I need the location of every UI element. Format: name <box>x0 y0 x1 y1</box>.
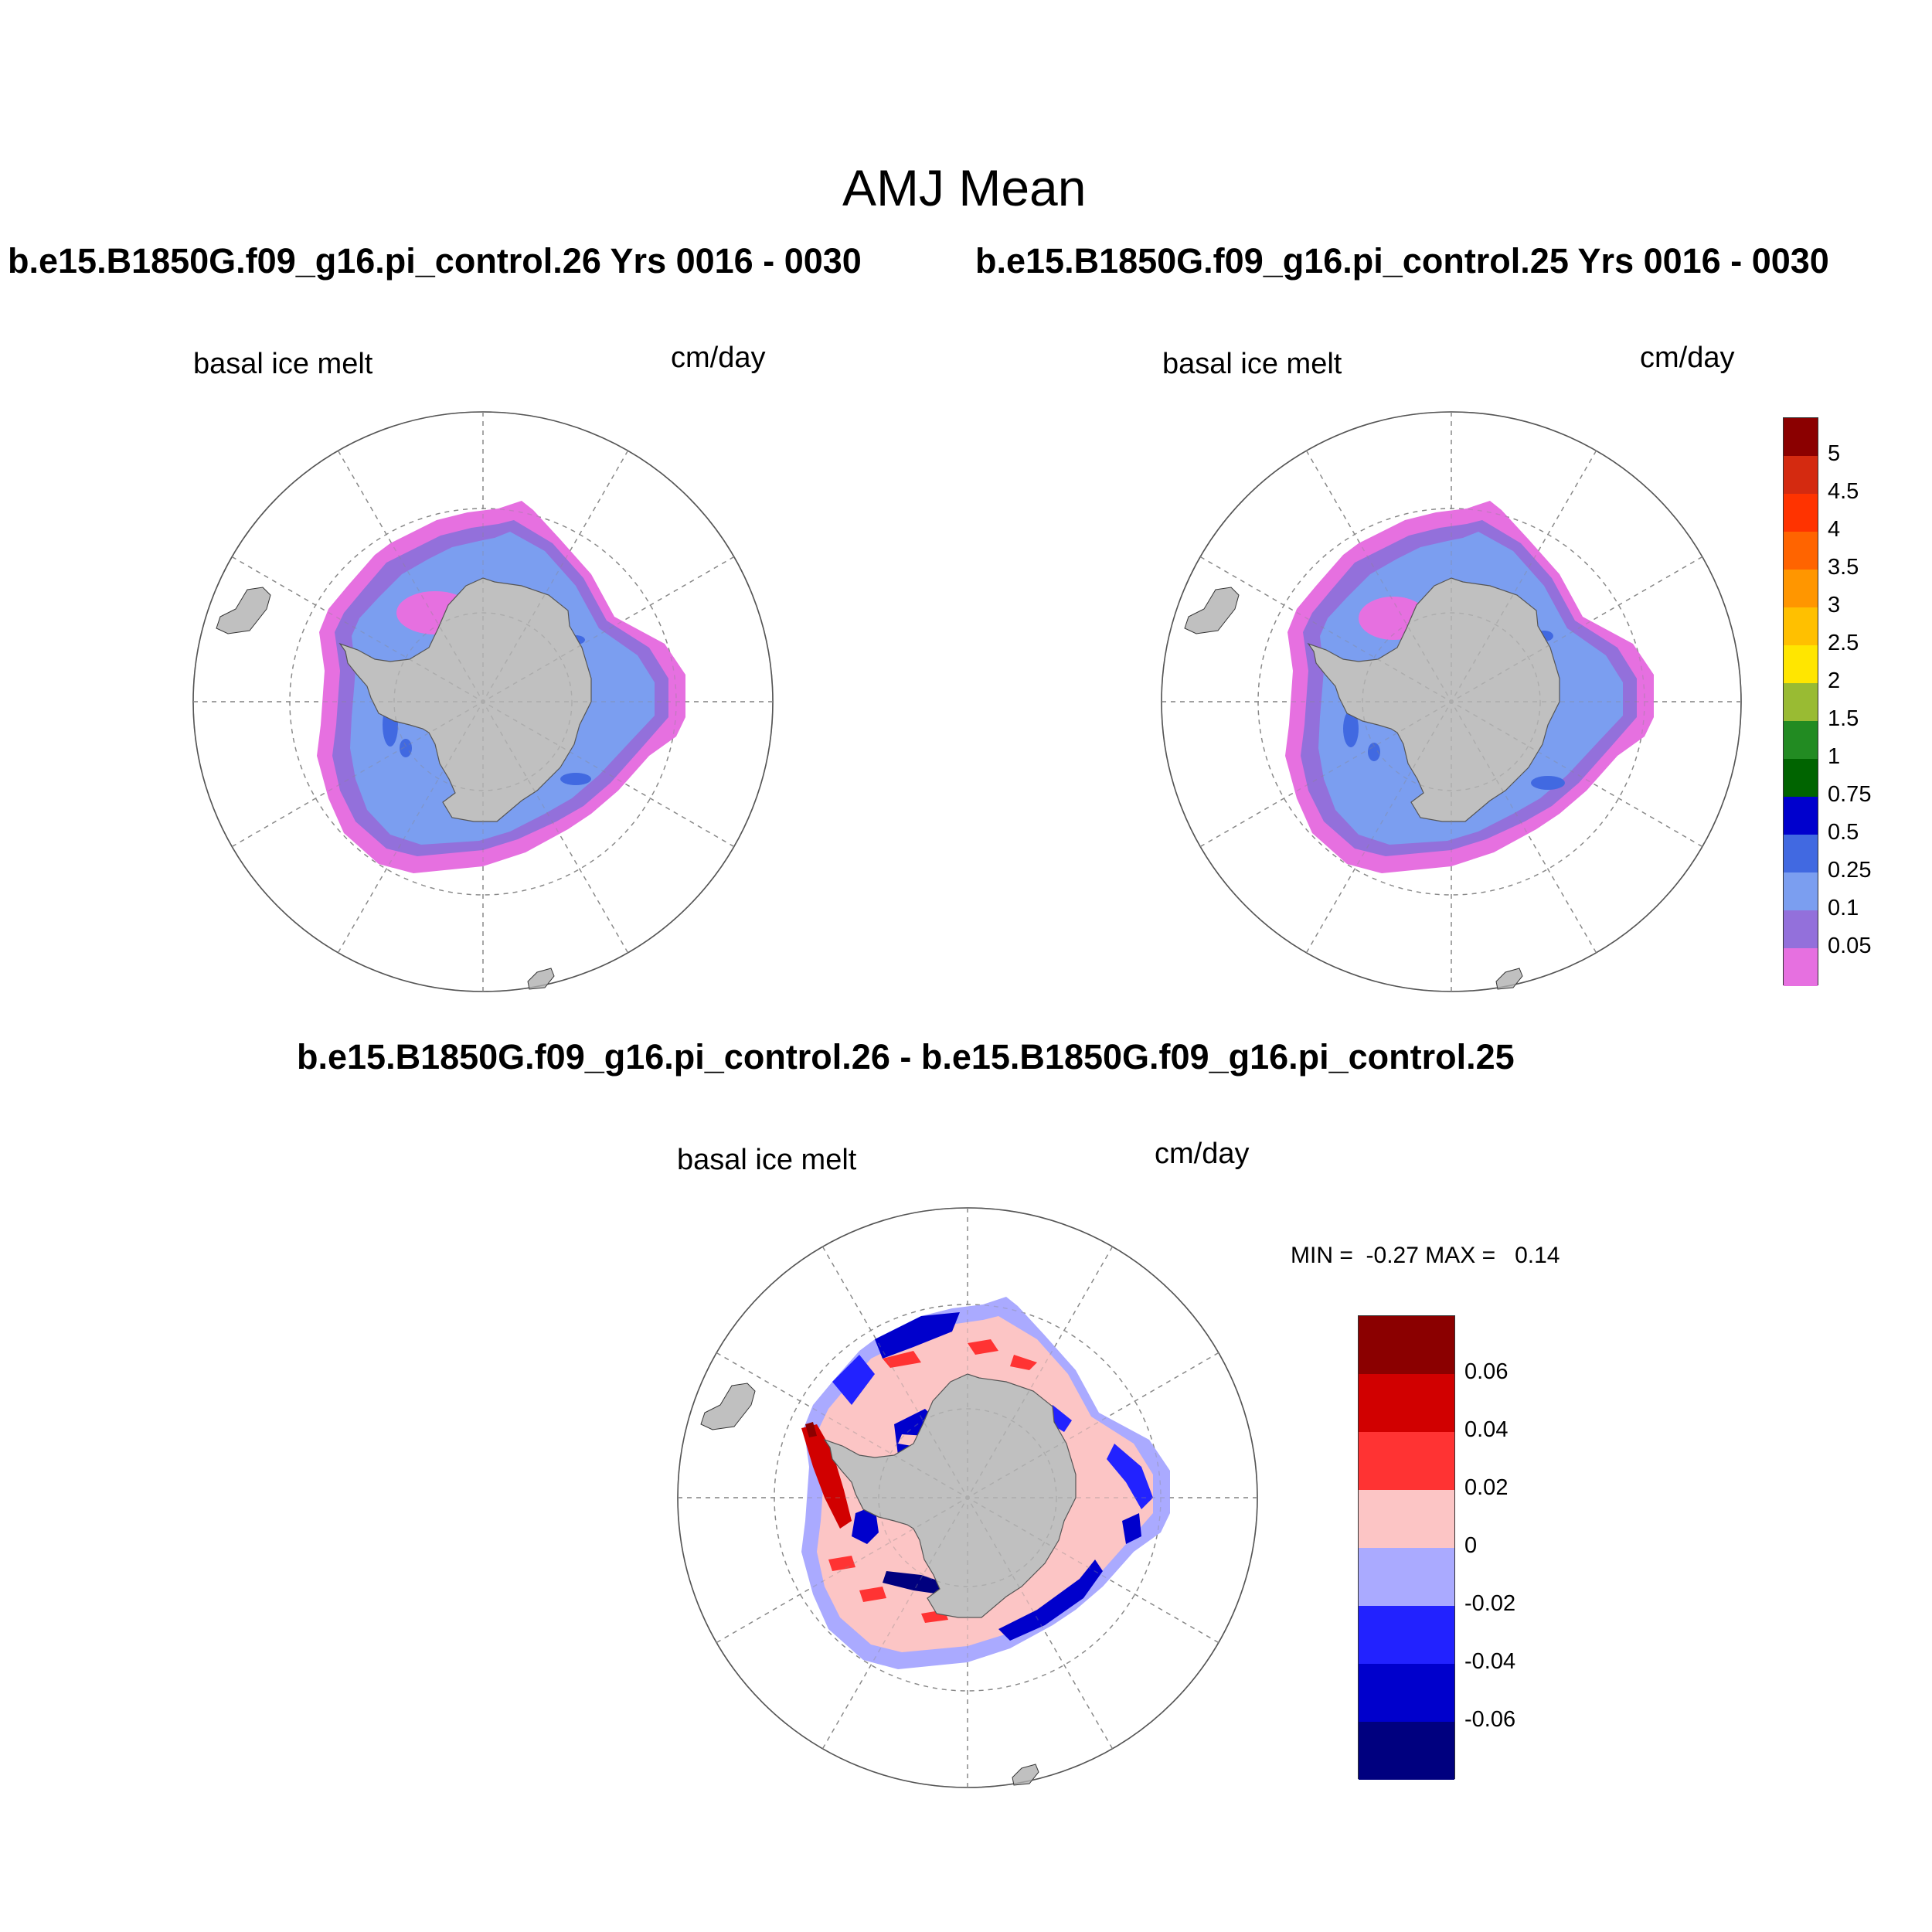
colorbar-mean-cell <box>1784 683 1818 721</box>
colorbar-mean-cell <box>1784 759 1818 797</box>
colorbar-mean-cell <box>1784 645 1818 683</box>
panel-diff-units-label: cm/day <box>1155 1138 1250 1170</box>
colorbar-diff-cell <box>1359 1664 1454 1722</box>
colorbar-mean-cell <box>1784 835 1818 872</box>
colorbar-mean-cell <box>1784 797 1818 835</box>
colorbar-mean-cell <box>1784 872 1818 910</box>
diff-positive-strong <box>801 1424 852 1529</box>
colorbar-mean-tick-label: 0.75 <box>1828 782 1872 807</box>
south-america-land <box>700 1383 756 1430</box>
colorbar-mean: 5 4.5 4 3.5 3 2.5 2 1.5 1 0.75 0.5 0.25 0.1 0.05 <box>1783 417 1871 986</box>
colorbar-mean-tick-label: 3.5 <box>1828 555 1859 580</box>
colorbar-mean-tick-label: 0.25 <box>1828 858 1872 883</box>
colorbar-diff-tick-label: -0.04 <box>1464 1649 1516 1674</box>
colorbar-mean-tick-label: 3 <box>1828 593 1841 617</box>
colorbar-mean-cell <box>1784 570 1818 607</box>
colorbar-mean-tick-label: 0.05 <box>1828 934 1872 958</box>
colorbar-mean-tick-label: 1 <box>1828 744 1841 769</box>
colorbar-mean-cell <box>1784 418 1818 456</box>
colorbar-diff-cell <box>1359 1606 1454 1664</box>
colorbar-mean-tick-label: 2.5 <box>1828 631 1859 655</box>
colorbar-mean-cell <box>1784 532 1818 570</box>
diff-negative-patch <box>875 1312 960 1359</box>
colorbar-mean-cell <box>1784 456 1818 494</box>
panel-left-variable-label: basal ice melt <box>193 348 373 380</box>
diff-negative-strong <box>883 1571 944 1594</box>
colorbar-diff-tick-label: -0.06 <box>1464 1707 1516 1732</box>
colorbar-mean-tick-label: 0.5 <box>1828 820 1859 845</box>
colorbar-mean-cell <box>1784 607 1818 645</box>
colorbar-mean-tick-label: 1.5 <box>1828 706 1859 731</box>
colorbar-mean-cell <box>1784 721 1818 759</box>
colorbar-mean-tick-label: 4 <box>1828 517 1841 542</box>
panel-right-units-label: cm/day <box>1640 342 1735 374</box>
colorbar-mean-tick-label: 2 <box>1828 668 1841 693</box>
map-panel-case-26 <box>192 411 774 992</box>
panel-diff-variable-label: basal ice melt <box>677 1144 857 1176</box>
colorbar-diff-cell <box>1359 1316 1454 1374</box>
colorbar-diff-cell <box>1359 1432 1454 1490</box>
colorbar-diff-cell <box>1359 1548 1454 1606</box>
colorbar-mean-tick-label: 0.1 <box>1828 896 1859 920</box>
colorbar-diff-cell <box>1359 1490 1454 1548</box>
panel-right-variable-label: basal ice melt <box>1162 348 1342 380</box>
main-title: AMJ Mean <box>842 159 1087 216</box>
colorbar-diff-tick-label: -0.02 <box>1464 1591 1516 1616</box>
colorbar-diff-tick-label: 0.04 <box>1464 1417 1509 1442</box>
colorbar-mean-cell <box>1784 910 1818 948</box>
colorbar-diff-tick-label: 0.06 <box>1464 1359 1509 1384</box>
colorbar-mean-cell <box>1784 948 1818 986</box>
south-america-land <box>216 587 271 634</box>
case-title-right: b.e15.B1850G.f09_g16.pi_control.25 Yrs 0… <box>975 241 1829 281</box>
colorbar-mean-cell <box>1784 494 1818 532</box>
map-panel-difference <box>677 1207 1258 1788</box>
colorbar-diff-tick-label: 0 <box>1464 1533 1478 1558</box>
panel-left-units-label: cm/day <box>671 342 766 374</box>
colorbar-mean-tick-label: 4.5 <box>1828 479 1859 504</box>
colorbar-diff-tick-label: 0.02 <box>1464 1475 1509 1500</box>
colorbar-diff-cell <box>1359 1374 1454 1432</box>
colorbar-diff: 0.06 0.04 0.02 0 -0.02 -0.04 -0.06 <box>1358 1315 1515 1780</box>
map-panel-case-25 <box>1161 411 1742 992</box>
colorbar-diff-cell <box>1359 1722 1454 1780</box>
case-title-left: b.e15.B1850G.f09_g16.pi_control.26 Yrs 0… <box>8 241 862 281</box>
case-title-diff: b.e15.B1850G.f09_g16.pi_control.26 - b.e… <box>297 1037 1515 1077</box>
colorbar-mean-tick-label: 5 <box>1828 441 1841 466</box>
south-america-land <box>1184 587 1240 634</box>
min-max-label: MIN = -0.27 MAX = 0.14 <box>1291 1243 1560 1268</box>
